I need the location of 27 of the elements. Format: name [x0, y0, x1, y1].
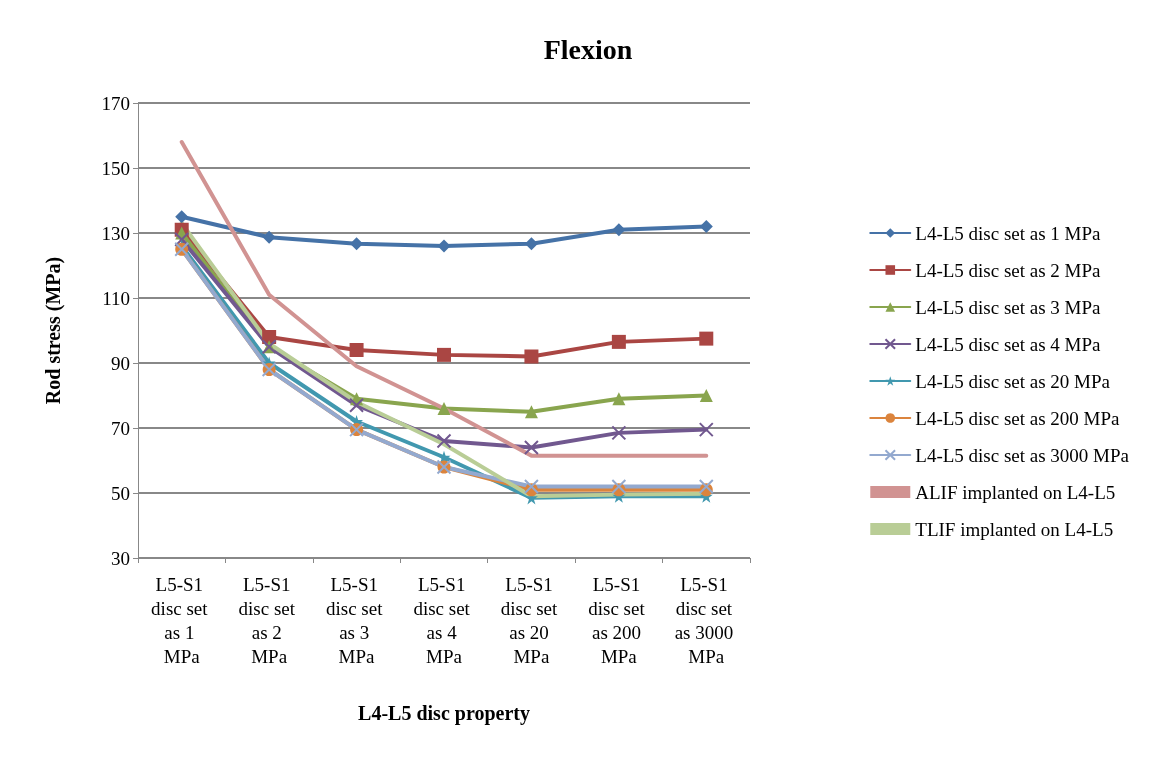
- legend-label: L4-L5 disc set as 4 MPa: [915, 333, 1102, 355]
- y-tick-label: 70: [111, 417, 130, 439]
- x-tick-label: L5-S1 disc set as 3 MPa: [325, 573, 388, 667]
- y-tick-label: 130: [101, 222, 130, 244]
- x-tick-label: L5-S1 disc set as 4 MPa: [413, 573, 475, 667]
- x-tick-label: L5-S1 disc set as 1 MPa: [151, 573, 213, 667]
- x-tick-label: L5-S1 disc set as 2 MPa: [238, 573, 300, 667]
- legend-label: L4-L5 disc set as 1 MPa: [915, 222, 1102, 244]
- legend-label: TLIF implanted on L4-L5: [915, 518, 1114, 540]
- x-axis-title: L4-L5 disc property: [358, 702, 530, 725]
- y-tick-label: 110: [102, 287, 130, 309]
- y-tick-label: 90: [111, 352, 130, 374]
- chart-title: Flexion: [543, 33, 633, 65]
- legend-label: L4-L5 disc set as 2 MPa: [915, 259, 1102, 281]
- x-tick-label: L5-S1 disc set as 20 MPa: [500, 573, 563, 667]
- legend-label: L4-L5 disc set as 20 MPa: [915, 370, 1111, 392]
- x-tick-label: L5-S1 disc set as 200 MPa: [588, 573, 650, 667]
- legend-label: L4-L5 disc set as 3 MPa: [915, 296, 1102, 318]
- x-tick-label: L5-S1 disc set as 3000 MPa: [674, 573, 738, 667]
- legend-label: ALIF implanted on L4-L5: [915, 481, 1116, 503]
- y-tick-label: 50: [111, 482, 130, 504]
- y-tick-label: 150: [101, 157, 130, 179]
- y-tick-label: 170: [101, 92, 130, 114]
- legend-label: L4-L5 disc set as 200 MPa: [915, 407, 1121, 429]
- y-axis-title: Rod stress (MPa): [42, 256, 65, 405]
- y-tick-label: 30: [111, 547, 130, 569]
- legend-label: L4-L5 disc set as 3000 MPa: [915, 444, 1130, 466]
